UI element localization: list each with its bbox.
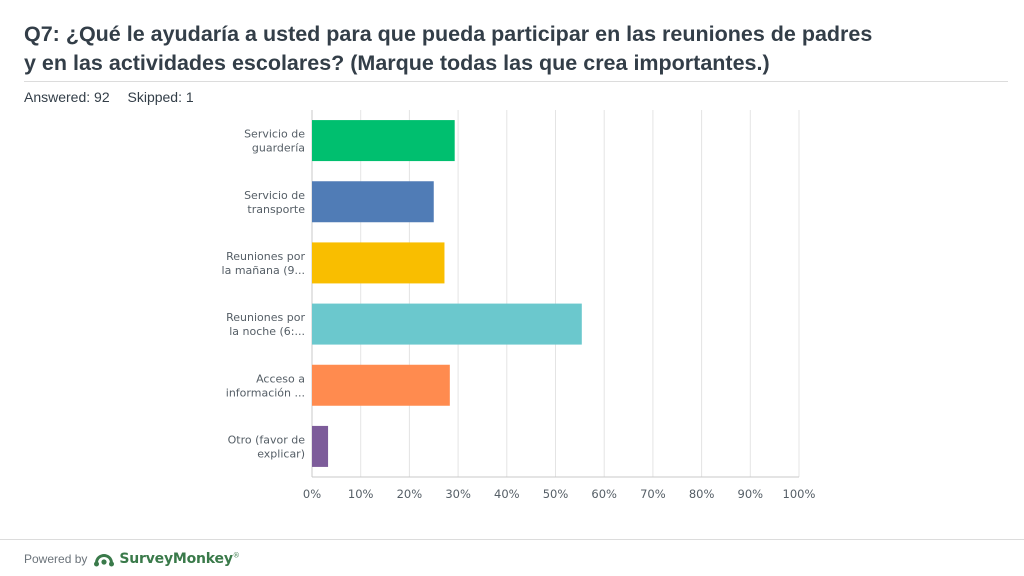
category-label: Otro (favor de — [228, 433, 306, 446]
surveymonkey-logo-icon — [94, 554, 115, 567]
category-label: información ... — [226, 386, 305, 399]
footer-divider — [0, 539, 1024, 540]
footer: Powered by SurveyMonkey® — [24, 548, 240, 570]
x-tick-label: 80% — [689, 487, 715, 501]
x-tick-label: 10% — [348, 487, 374, 501]
bar[interactable] — [312, 120, 455, 162]
registered-mark: ® — [232, 551, 240, 560]
x-tick-label: 70% — [640, 487, 666, 501]
bar[interactable] — [312, 181, 434, 223]
bar[interactable] — [312, 364, 450, 406]
category-label: Servicio de — [244, 128, 305, 141]
category-label: Acceso a — [256, 372, 305, 385]
question-title-line-1: Q7: ¿Qué le ayudaría a usted para que pu… — [24, 22, 873, 46]
response-stats: Answered: 92 Skipped: 1 — [24, 89, 208, 105]
category-label: guardería — [252, 142, 305, 155]
category-label: Reuniones por — [226, 250, 305, 263]
x-tick-label: 90% — [738, 487, 764, 501]
bar[interactable] — [312, 242, 445, 284]
x-tick-label: 0% — [303, 487, 321, 501]
category-label: explicar) — [257, 447, 305, 460]
bar[interactable] — [312, 425, 329, 467]
x-tick-label: 50% — [543, 487, 569, 501]
category-label: transporte — [247, 203, 305, 216]
category-label: la noche (6:... — [229, 325, 305, 338]
x-tick-label: 100% — [783, 487, 816, 501]
surveymonkey-brand: SurveyMonkey® — [119, 551, 239, 567]
answered-count: Answered: 92 — [24, 89, 110, 105]
x-tick-label: 30% — [445, 487, 471, 501]
x-tick-label: 40% — [494, 487, 520, 501]
brand-name-text: SurveyMonkey — [119, 551, 233, 567]
powered-by-text: Powered by — [24, 552, 88, 566]
category-label: la mañana (9... — [222, 264, 305, 277]
title-divider — [24, 81, 1008, 82]
x-tick-label: 60% — [591, 487, 617, 501]
skipped-count: Skipped: 1 — [127, 89, 194, 105]
x-tick-label: 20% — [397, 487, 423, 501]
bar-chart: Servicio de guardería Servicio de transport… — [0, 105, 1024, 505]
question-title: Q7: ¿Qué le ayudaría a usted para que pu… — [24, 20, 984, 78]
bar[interactable] — [312, 303, 582, 345]
category-label: Reuniones por — [226, 311, 305, 324]
question-title-line-2: y en las actividades escolares? (Marque … — [24, 51, 770, 75]
category-label: Servicio de — [244, 189, 305, 202]
